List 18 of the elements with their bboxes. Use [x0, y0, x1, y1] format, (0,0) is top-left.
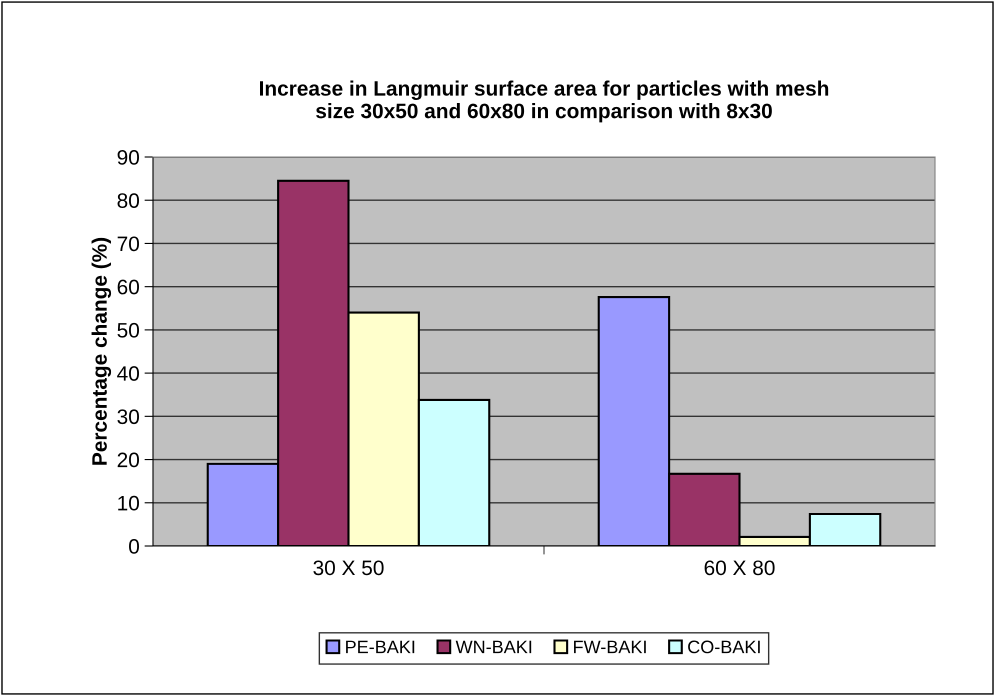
legend-label: PE-BAKI [346, 640, 414, 654]
legend-label: CO-BAKI [688, 640, 760, 654]
y-tick-label: 90 [118, 150, 139, 165]
y-tick-label: 50 [117, 322, 139, 338]
legend-label: WN-BAKI [456, 640, 532, 654]
y-tick-label: 40 [117, 366, 139, 381]
y-tick-label: 0 [129, 539, 139, 554]
x-tick-label: 30 X 50 [313, 560, 384, 576]
y-tick-label: 60 [118, 280, 139, 294]
chart-title: Increase in Langmuir surface area for particles with mesh size 30x50 and 60x80 in comparison with 8x30 [260, 80, 828, 122]
y-tick-label: 10 [118, 496, 139, 511]
y-tick-label: 80 [118, 193, 139, 208]
y-tick-label: 20 [118, 452, 139, 468]
y-tick-label: 70 [118, 236, 139, 252]
y-axis-title: Percentage change (%) [92, 238, 112, 465]
x-tick-label: 60 X 80 [704, 560, 775, 576]
y-tick-label: 30 [117, 409, 139, 424]
legend-label: FW-BAKI [574, 640, 646, 654]
